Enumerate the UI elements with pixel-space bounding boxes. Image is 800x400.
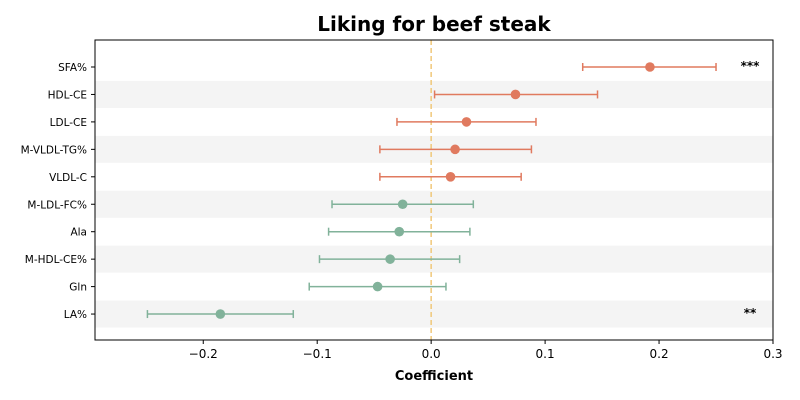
coefficient-point [510, 89, 521, 100]
significance-label: *** [741, 59, 761, 73]
x-axis-ticks: −0.2 −0.1 0.0 0.1 0.2 0.3 [189, 340, 783, 361]
x-tick-label: 0.3 [763, 347, 782, 361]
y-tick-label: M-HDL-CE% [25, 254, 87, 266]
x-tick-label: −0.2 [189, 347, 218, 361]
coefficient-point [385, 254, 395, 264]
y-tick-label: HDL-CE [48, 89, 87, 101]
plot-frame [94, 39, 774, 341]
coefficient-point [445, 172, 456, 182]
y-tick-label: Ala [70, 227, 87, 239]
coefficient-point [461, 117, 472, 127]
coefficient-point [394, 226, 405, 237]
y-tick-label: LA% [64, 309, 87, 321]
y-tick-label: SFA% [58, 62, 87, 74]
x-tick-label: 0.2 [650, 347, 669, 361]
x-tick-label: 0.1 [536, 347, 555, 361]
x-tick-label: 0.0 [422, 347, 441, 361]
chart-title: Liking for beef steak [317, 12, 551, 36]
y-tick-label: VLDL-C [49, 172, 87, 184]
coefficient-point [215, 309, 226, 319]
y-tick-label: M-VLDL-TG% [21, 144, 87, 156]
coefficient-point [372, 281, 383, 292]
y-axis-ticks: SFA% HDL-CE LDL-CE M-VLDL-TG% VLDL-C M-LDL-FC… [21, 62, 95, 321]
coefficient-point [450, 144, 460, 155]
significance-labels: ***** [741, 59, 761, 320]
significance-label: ** [744, 306, 757, 320]
coefficient-point [397, 199, 408, 210]
coefficient-point [645, 62, 655, 72]
x-axis-label: Coefficient [395, 369, 473, 384]
x-tick-label: −0.1 [303, 347, 332, 361]
y-tick-label: LDL-CE [50, 117, 87, 129]
y-tick-label: Gln [69, 282, 87, 294]
y-tick-label: M-LDL-FC% [27, 199, 87, 211]
coefficient-points [215, 62, 655, 319]
